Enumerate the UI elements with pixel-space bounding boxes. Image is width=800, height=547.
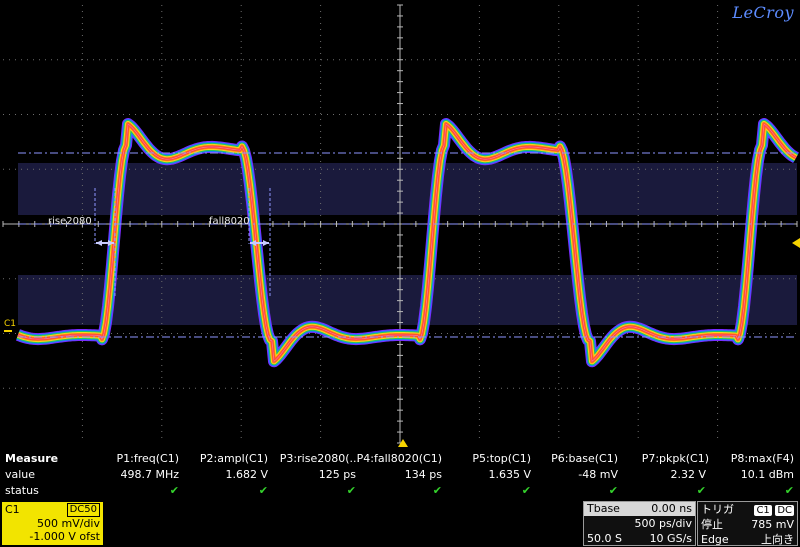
vertical-scale: 500 mV/div bbox=[37, 517, 100, 530]
trigger-slope: 上向き bbox=[761, 533, 794, 546]
timebase-scale: 500 ps/div bbox=[634, 517, 692, 530]
waveform-trace bbox=[17, 123, 797, 363]
status-check-icon: ✔ bbox=[432, 484, 442, 497]
status-check-icon: ✔ bbox=[784, 484, 794, 497]
status-check-icon: ✔ bbox=[346, 484, 356, 497]
timebase-label: Tbase bbox=[587, 502, 620, 515]
measurement-band bbox=[18, 275, 797, 325]
value-row-label: value bbox=[5, 468, 36, 481]
param-name[interactable]: P4:fall8020(C1) bbox=[356, 452, 442, 465]
measure-table: Measure P1:freq(C1) P2:ampl(C1) P3:rise2… bbox=[0, 448, 800, 500]
status-check-icon: ✔ bbox=[696, 484, 706, 497]
param-value: 134 ps bbox=[404, 468, 442, 481]
channel-c1-descriptor[interactable]: C1 DC50 500 mV/div -1.000 V ofst bbox=[2, 502, 103, 545]
memory-length: 50.0 S bbox=[587, 532, 622, 545]
trigger-level-marker[interactable] bbox=[792, 238, 800, 248]
edge-arrow bbox=[263, 240, 269, 246]
param-name[interactable]: P8:max(F4) bbox=[730, 452, 794, 465]
coupling-badge: DC50 bbox=[66, 503, 100, 517]
param-value: 1.635 V bbox=[488, 468, 531, 481]
waveform-display[interactable]: LeCroy C1 rise2080 fall8020 bbox=[0, 0, 800, 447]
rise-annotation: rise2080 bbox=[48, 216, 92, 227]
param-value: 2.32 V bbox=[670, 468, 706, 481]
waveform-grid bbox=[2, 4, 800, 444]
param-value: 498.7 MHz bbox=[120, 468, 179, 481]
status-row-label: status bbox=[5, 484, 39, 497]
edge-arrow bbox=[96, 240, 102, 246]
measurement-band bbox=[18, 163, 797, 215]
param-value: 125 ps bbox=[318, 468, 356, 481]
timebase-descriptor[interactable]: Tbase 0.00 ns 500 ps/div 50.0 S 10 GS/s bbox=[583, 501, 696, 546]
param-name[interactable]: P5:top(C1) bbox=[472, 452, 531, 465]
trigger-coupling-badge: DC bbox=[775, 505, 794, 516]
param-value: 10.1 dBm bbox=[740, 468, 794, 481]
trigger-source-badge: C1 bbox=[754, 505, 772, 516]
sample-rate: 10 GS/s bbox=[649, 532, 692, 545]
trigger-state: 停止 bbox=[701, 518, 723, 531]
vertical-offset: -1.000 V ofst bbox=[29, 530, 100, 543]
edge-arrow bbox=[250, 240, 256, 246]
trigger-level: 785 mV bbox=[751, 518, 794, 531]
status-check-icon: ✔ bbox=[608, 484, 618, 497]
param-name[interactable]: P3:rise2080(... bbox=[279, 452, 360, 465]
param-name[interactable]: P2:ampl(C1) bbox=[199, 452, 268, 465]
lecroy-logo: LeCroy bbox=[732, 3, 794, 22]
channel-offset-marker[interactable]: C1 bbox=[4, 319, 16, 332]
waveform-trace bbox=[17, 123, 797, 363]
channel-name: C1 bbox=[5, 503, 20, 516]
trigger-descriptor[interactable]: トリガ C1 DC 停止 785 mV Edge 上向き bbox=[697, 501, 798, 546]
edge-arrow bbox=[108, 240, 114, 246]
status-check-icon: ✔ bbox=[258, 484, 268, 497]
trigger-time-marker[interactable] bbox=[398, 439, 408, 447]
trigger-label: トリガ bbox=[701, 503, 734, 516]
status-check-icon: ✔ bbox=[169, 484, 179, 497]
fall-annotation: fall8020 bbox=[209, 216, 250, 227]
param-name[interactable]: P6:base(C1) bbox=[551, 452, 618, 465]
status-check-icon: ✔ bbox=[521, 484, 531, 497]
param-value: -48 mV bbox=[578, 468, 618, 481]
timebase-delay: 0.00 ns bbox=[651, 502, 692, 515]
param-name[interactable]: P1:freq(C1) bbox=[116, 452, 179, 465]
measure-title: Measure bbox=[5, 452, 59, 465]
trigger-type: Edge bbox=[701, 533, 729, 546]
param-name[interactable]: P7:pkpk(C1) bbox=[641, 452, 709, 465]
param-value: 1.682 V bbox=[225, 468, 268, 481]
